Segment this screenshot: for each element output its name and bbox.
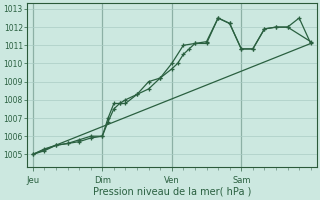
X-axis label: Pression niveau de la mer( hPa ): Pression niveau de la mer( hPa ) <box>92 187 251 197</box>
